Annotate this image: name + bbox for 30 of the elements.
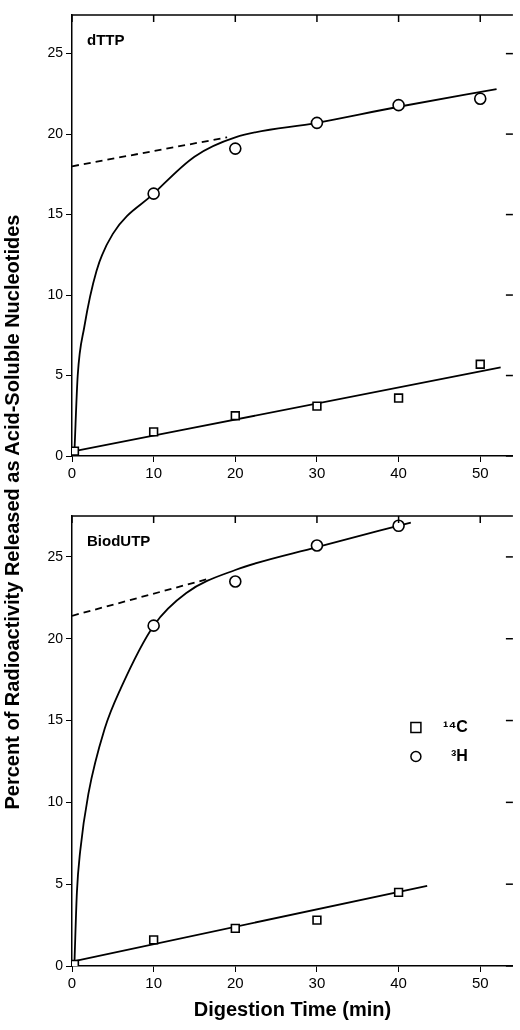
x-tick-label: 50	[471, 974, 489, 992]
y-tick-label: 15	[47, 205, 64, 222]
y-axis-title: Percent of Radioactivity Released as Acid-Soluble Nucleotides	[0, 213, 24, 812]
y-tick-label: 25	[47, 547, 64, 564]
x-tick-label: 50	[471, 464, 489, 482]
y-tick-label: 10	[47, 285, 64, 302]
x-tick-label: 20	[226, 464, 244, 482]
y-tick-label: 0	[55, 446, 64, 463]
text: BiodUTP	[87, 531, 151, 549]
y-tick-label: 0	[55, 956, 64, 973]
x-tick-label: 10	[145, 974, 162, 992]
legend-label: ³H	[451, 746, 468, 764]
y-tick-label: 20	[47, 629, 64, 646]
text: dTTP	[87, 30, 125, 48]
x-tick-label: 10	[145, 464, 162, 482]
x-tick-label: 30	[308, 974, 326, 992]
x-tick-label: 0	[67, 974, 77, 992]
x-tick-label: 30	[308, 464, 326, 482]
x-axis-title: Digestion Time (min)	[193, 997, 392, 1020]
y-tick-label: 5	[55, 875, 64, 892]
x-tick-label: 0	[67, 464, 77, 482]
y-tick-label: 20	[47, 124, 64, 141]
x-tick-label: 20	[226, 974, 244, 992]
y-tick-label: 10	[47, 793, 64, 810]
y-tick-label: 5	[55, 366, 64, 383]
y-tick-label: 25	[47, 44, 64, 61]
x-tick-label: 40	[390, 464, 407, 482]
y-tick-label: 15	[47, 711, 64, 728]
x-tick-label: 40	[390, 974, 407, 992]
legend-label: ¹⁴C	[443, 717, 469, 735]
